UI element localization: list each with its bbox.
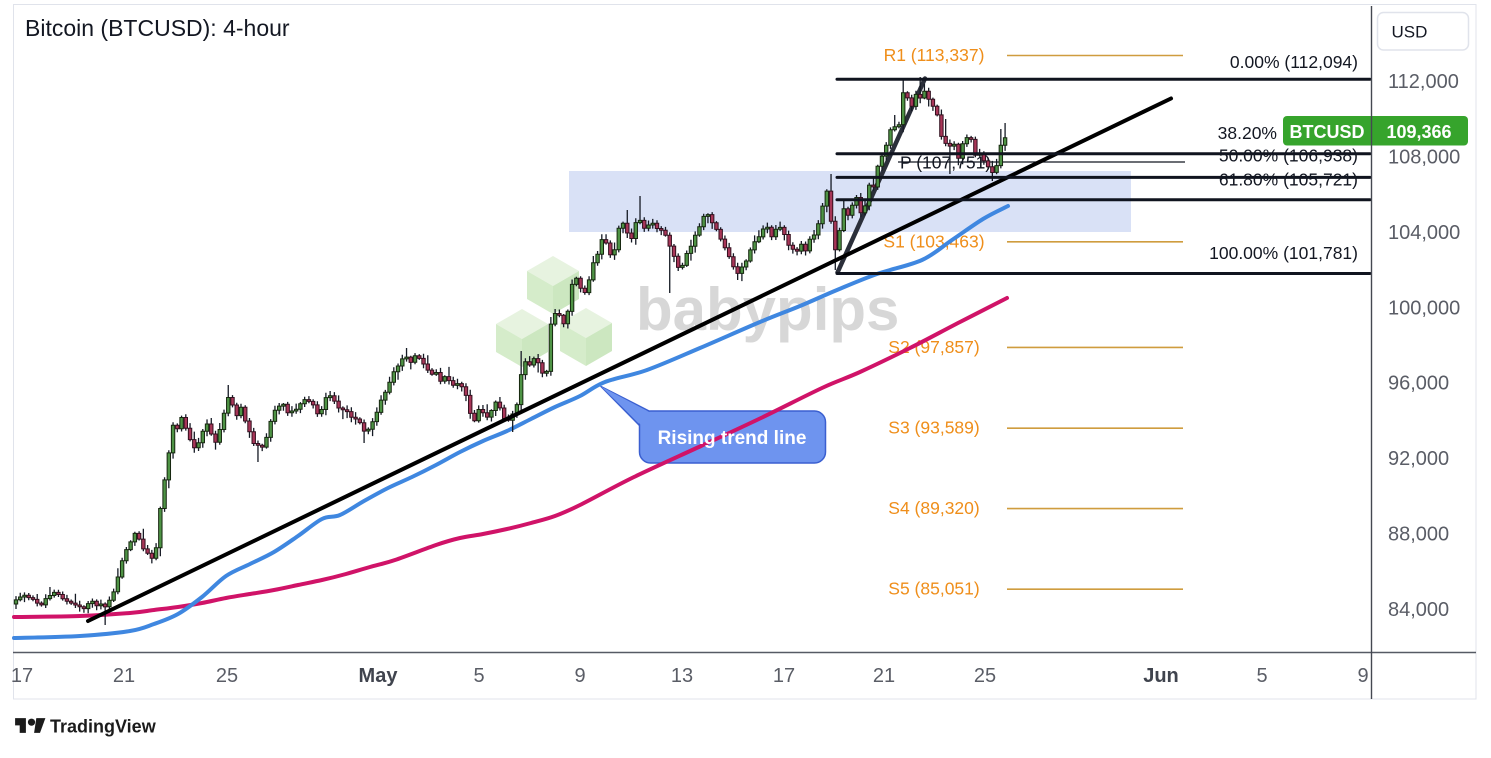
svg-text:R1 (113,337): R1 (113,337): [884, 45, 985, 65]
svg-text:104,000: 104,000: [1388, 222, 1460, 244]
svg-text:9: 9: [574, 665, 585, 687]
svg-text:TradingView: TradingView: [50, 717, 157, 737]
svg-text:25: 25: [974, 665, 996, 687]
svg-text:P (107,751): P (107,751): [900, 153, 991, 173]
svg-text:Bitcoin (BTCUSD): 4-hour: Bitcoin (BTCUSD): 4-hour: [25, 15, 290, 41]
svg-text:108,000: 108,000: [1388, 146, 1460, 168]
svg-text:50.00% (106,938): 50.00% (106,938): [1219, 146, 1358, 166]
svg-text:112,000: 112,000: [1388, 71, 1459, 93]
svg-text:25: 25: [216, 665, 238, 687]
svg-text:babypips: babypips: [636, 276, 899, 343]
svg-text:Rising trend line: Rising trend line: [658, 428, 807, 449]
svg-text:61.80% (105,721): 61.80% (105,721): [1219, 170, 1358, 190]
svg-text:21: 21: [113, 665, 135, 687]
svg-text:Jun: Jun: [1143, 665, 1179, 687]
svg-text:38.20%: 38.20%: [1218, 123, 1277, 143]
svg-text:5: 5: [473, 665, 484, 687]
svg-text:S4 (89,320): S4 (89,320): [888, 498, 979, 518]
svg-text:S3 (93,589): S3 (93,589): [888, 418, 979, 438]
svg-text:84,000: 84,000: [1388, 599, 1449, 621]
svg-text:21: 21: [873, 665, 895, 687]
svg-text:0.00% (112,094): 0.00% (112,094): [1230, 52, 1358, 72]
svg-text:92,000: 92,000: [1388, 448, 1449, 470]
svg-text:88,000: 88,000: [1388, 524, 1449, 546]
svg-text:S2 (97,857): S2 (97,857): [888, 337, 979, 357]
svg-text:17: 17: [773, 665, 795, 687]
svg-text:S5 (85,051): S5 (85,051): [888, 579, 979, 599]
svg-text:May: May: [359, 665, 399, 687]
svg-text:13: 13: [671, 665, 693, 687]
svg-text:96,000: 96,000: [1388, 373, 1449, 395]
svg-text:17: 17: [11, 665, 33, 687]
svg-text:S1 (103,463): S1 (103,463): [883, 231, 984, 251]
svg-text:9: 9: [1357, 665, 1368, 687]
svg-text:BTCUSD: BTCUSD: [1290, 122, 1365, 142]
svg-text:5: 5: [1256, 665, 1267, 687]
svg-text:100,000: 100,000: [1388, 297, 1460, 319]
svg-text:100.00% (101,781): 100.00% (101,781): [1209, 243, 1358, 263]
svg-text:109,366: 109,366: [1386, 122, 1451, 142]
svg-text:USD: USD: [1392, 23, 1428, 42]
